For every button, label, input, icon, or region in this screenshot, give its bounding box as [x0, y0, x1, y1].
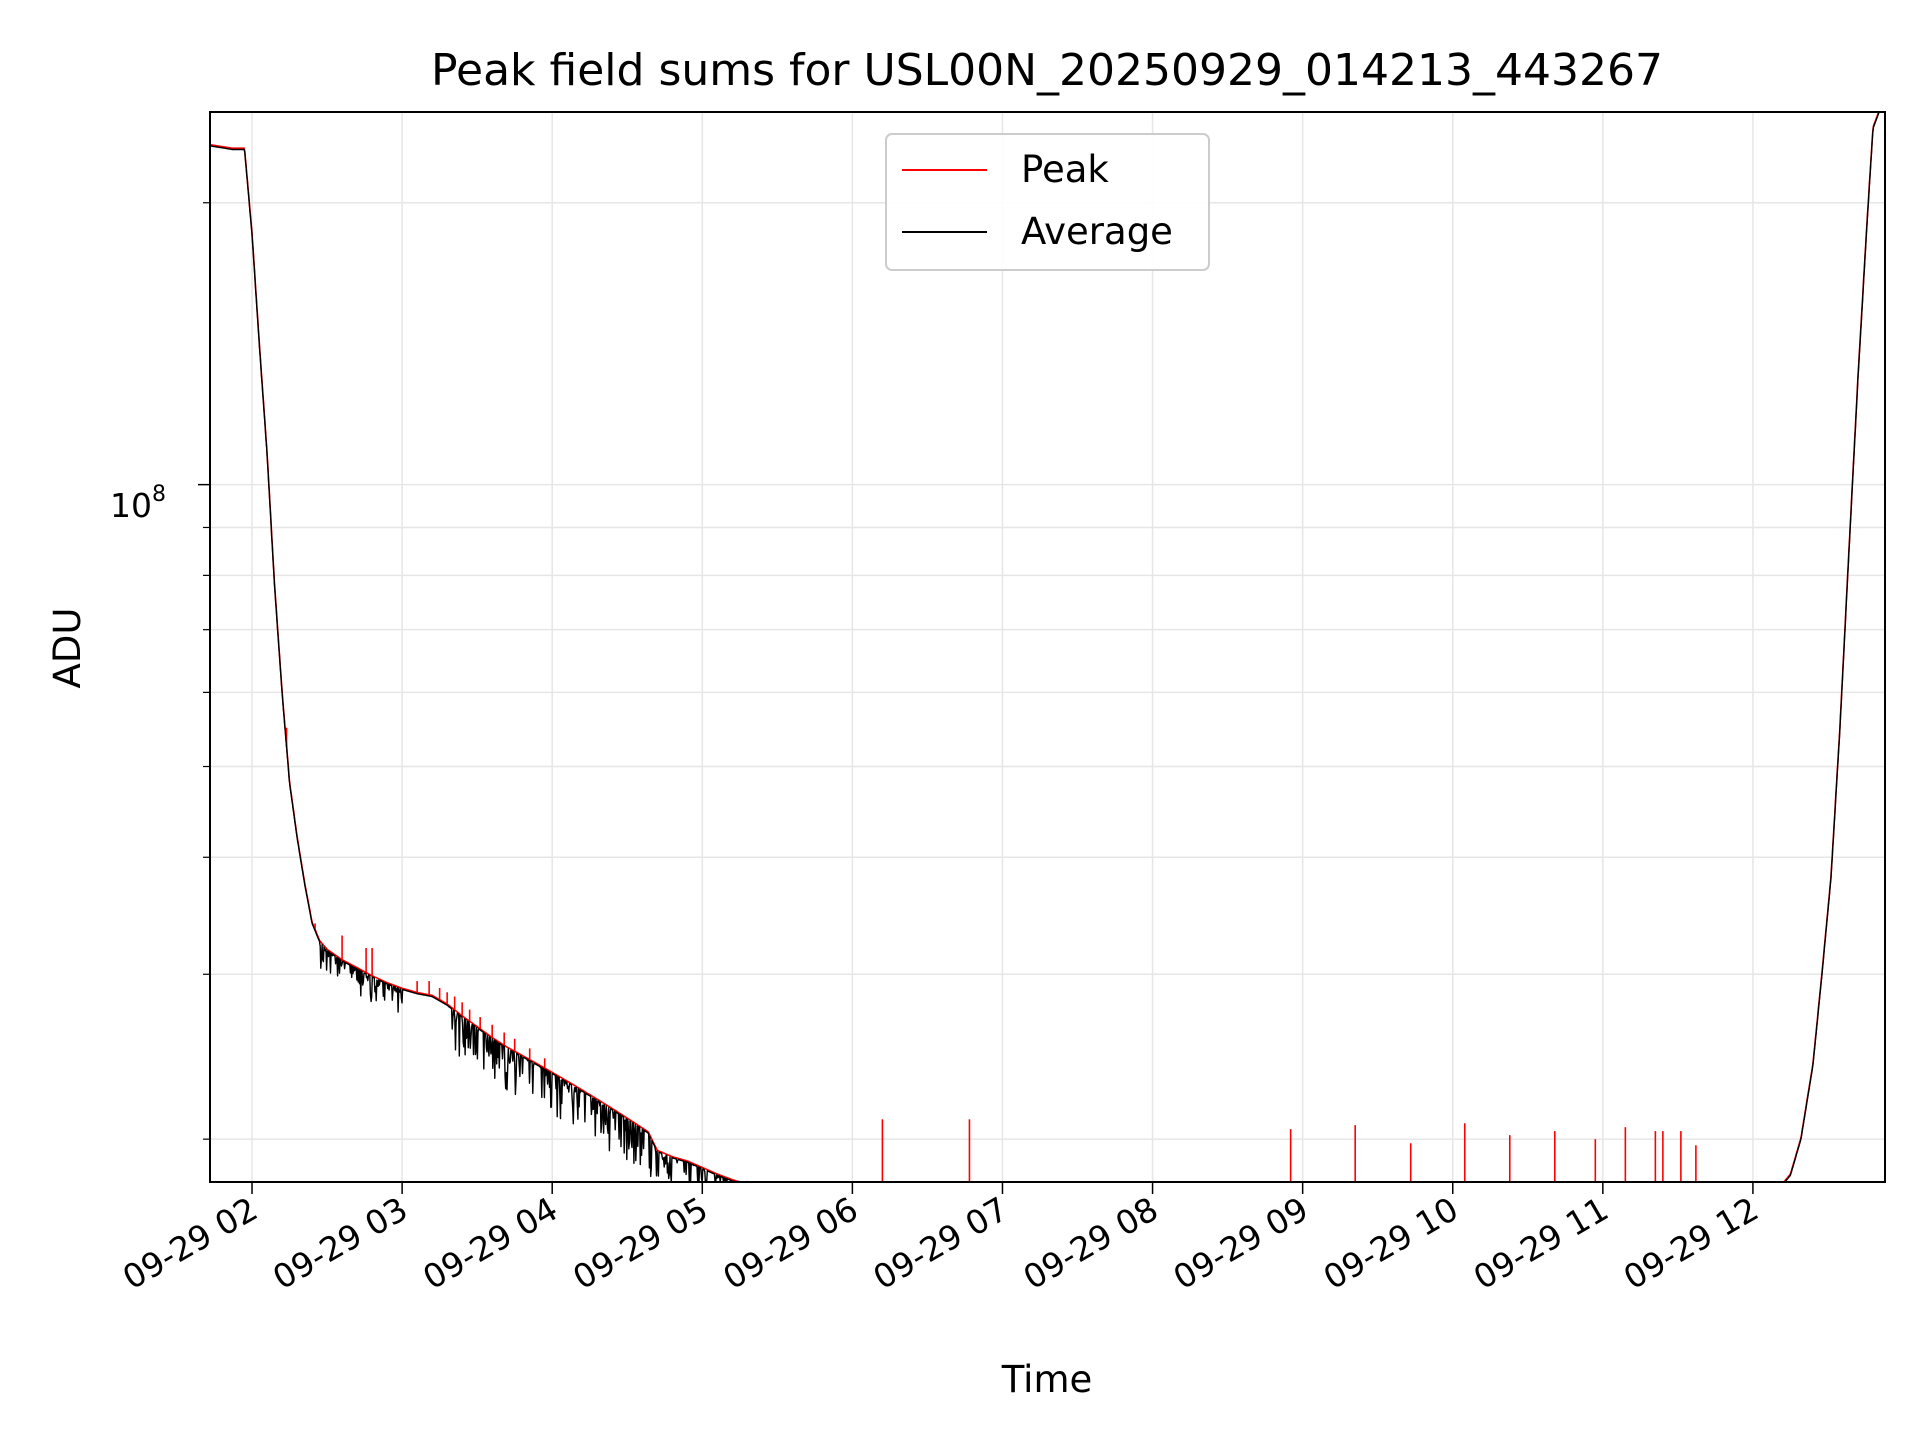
plot-frame	[209, 111, 1886, 1183]
series-average-line	[210, 112, 1885, 1182]
y-tick-label-1e8: 108	[110, 482, 166, 525]
legend: Peak Average	[885, 133, 1210, 271]
grid	[210, 112, 1885, 1182]
y-axis-label: ADU	[46, 608, 89, 689]
legend-box	[885, 133, 1210, 271]
series-layer	[210, 112, 1885, 1182]
x-axis-label: Time	[1001, 1358, 1093, 1401]
legend-peak-label: Peak	[1021, 148, 1109, 191]
y-tick-exponent: 8	[152, 482, 166, 507]
chart-title: Peak field sums for USL00N_20250929_0142…	[431, 45, 1663, 96]
legend-average-label: Average	[1021, 210, 1173, 253]
series-peak-line	[210, 112, 1885, 1182]
y-tick-base: 10	[110, 486, 152, 525]
